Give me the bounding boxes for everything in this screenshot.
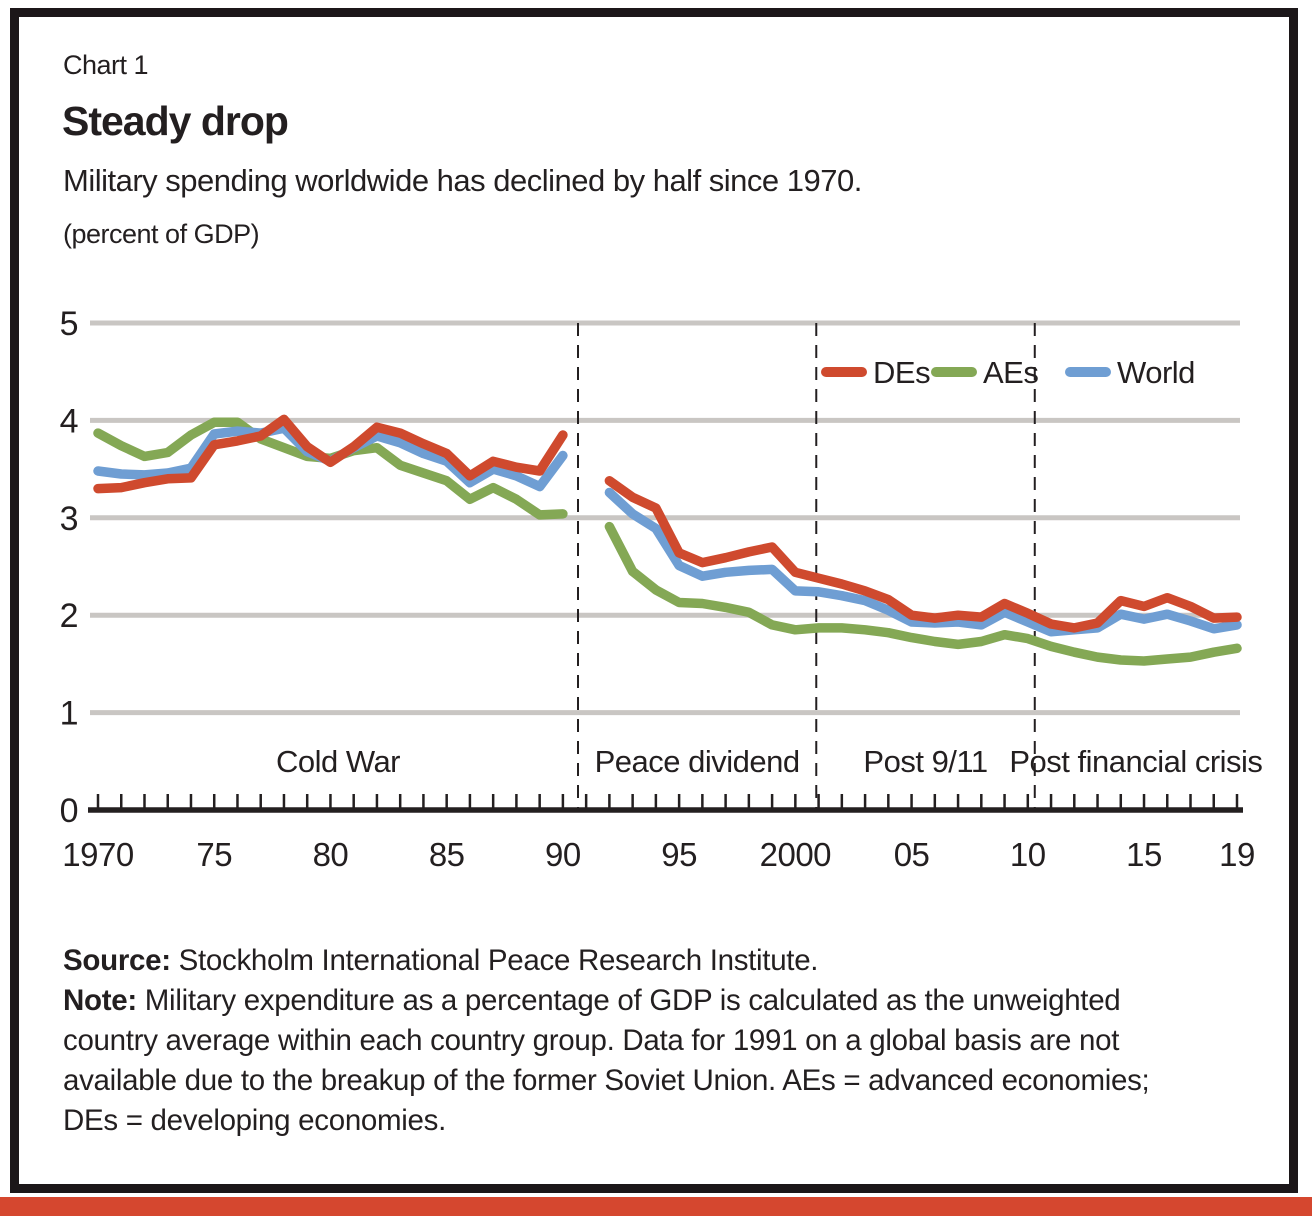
y-axis-label-5: 5 <box>60 305 78 343</box>
note-text: Military expenditure as a percentage of … <box>63 984 1150 1137</box>
y-axis-label-1: 1 <box>60 695 78 733</box>
legend-label-DEs: DEs <box>873 355 930 390</box>
series-line-DEs <box>604 476 1242 633</box>
note-line: Note: Military expenditure as a percenta… <box>63 981 1193 1141</box>
note-label: Note: <box>63 984 137 1017</box>
x-axis-label-85: 85 <box>429 836 465 873</box>
bottom-accent-bar <box>0 1197 1312 1216</box>
x-axis-label-15: 15 <box>1126 836 1162 873</box>
y-axis-label-0: 0 <box>60 792 78 830</box>
x-axis-label-05: 05 <box>894 836 930 873</box>
y-axis-label-2: 2 <box>60 597 78 635</box>
era-label-cold-war: Cold War <box>276 744 400 779</box>
series-line-AEs <box>604 521 1242 666</box>
series-line-World <box>604 487 1242 637</box>
page-border-frame <box>10 8 1298 1193</box>
x-axis-label-19: 19 <box>1219 836 1255 873</box>
x-axis-label-10: 10 <box>1010 836 1046 873</box>
x-axis-label-2000: 2000 <box>760 836 832 873</box>
chart-footnotes: Source: Stockholm International Peace Re… <box>63 941 1193 1141</box>
y-axis-label-4: 4 <box>60 402 78 440</box>
y-axis-label-3: 3 <box>60 500 78 538</box>
legend-label-World: World <box>1117 355 1195 390</box>
era-label-post-financial-crisis: Post financial crisis <box>1009 744 1262 779</box>
x-axis-label-95: 95 <box>661 836 697 873</box>
series-line-DEs <box>93 414 568 494</box>
x-axis-label-90: 90 <box>545 836 581 873</box>
source-line: Source: Stockholm International Peace Re… <box>63 941 1193 981</box>
era-label-post-9-11: Post 9/11 <box>863 744 987 779</box>
era-label-peace-dividend: Peace dividend <box>595 744 800 779</box>
source-text: Stockholm International Peace Research I… <box>170 944 819 977</box>
chart-unit-label: (percent of GDP) <box>63 219 260 249</box>
x-axis-label-80: 80 <box>313 836 349 873</box>
x-axis-label-1970: 1970 <box>62 836 134 873</box>
x-axis-label-75: 75 <box>196 836 232 873</box>
chart-subtitle: Military spending worldwide has declined… <box>63 163 862 198</box>
chart-number: Chart 1 <box>63 50 149 80</box>
chart-title: Steady drop <box>62 98 289 144</box>
legend-label-AEs: AEs <box>983 355 1038 390</box>
source-label: Source: <box>63 944 171 977</box>
